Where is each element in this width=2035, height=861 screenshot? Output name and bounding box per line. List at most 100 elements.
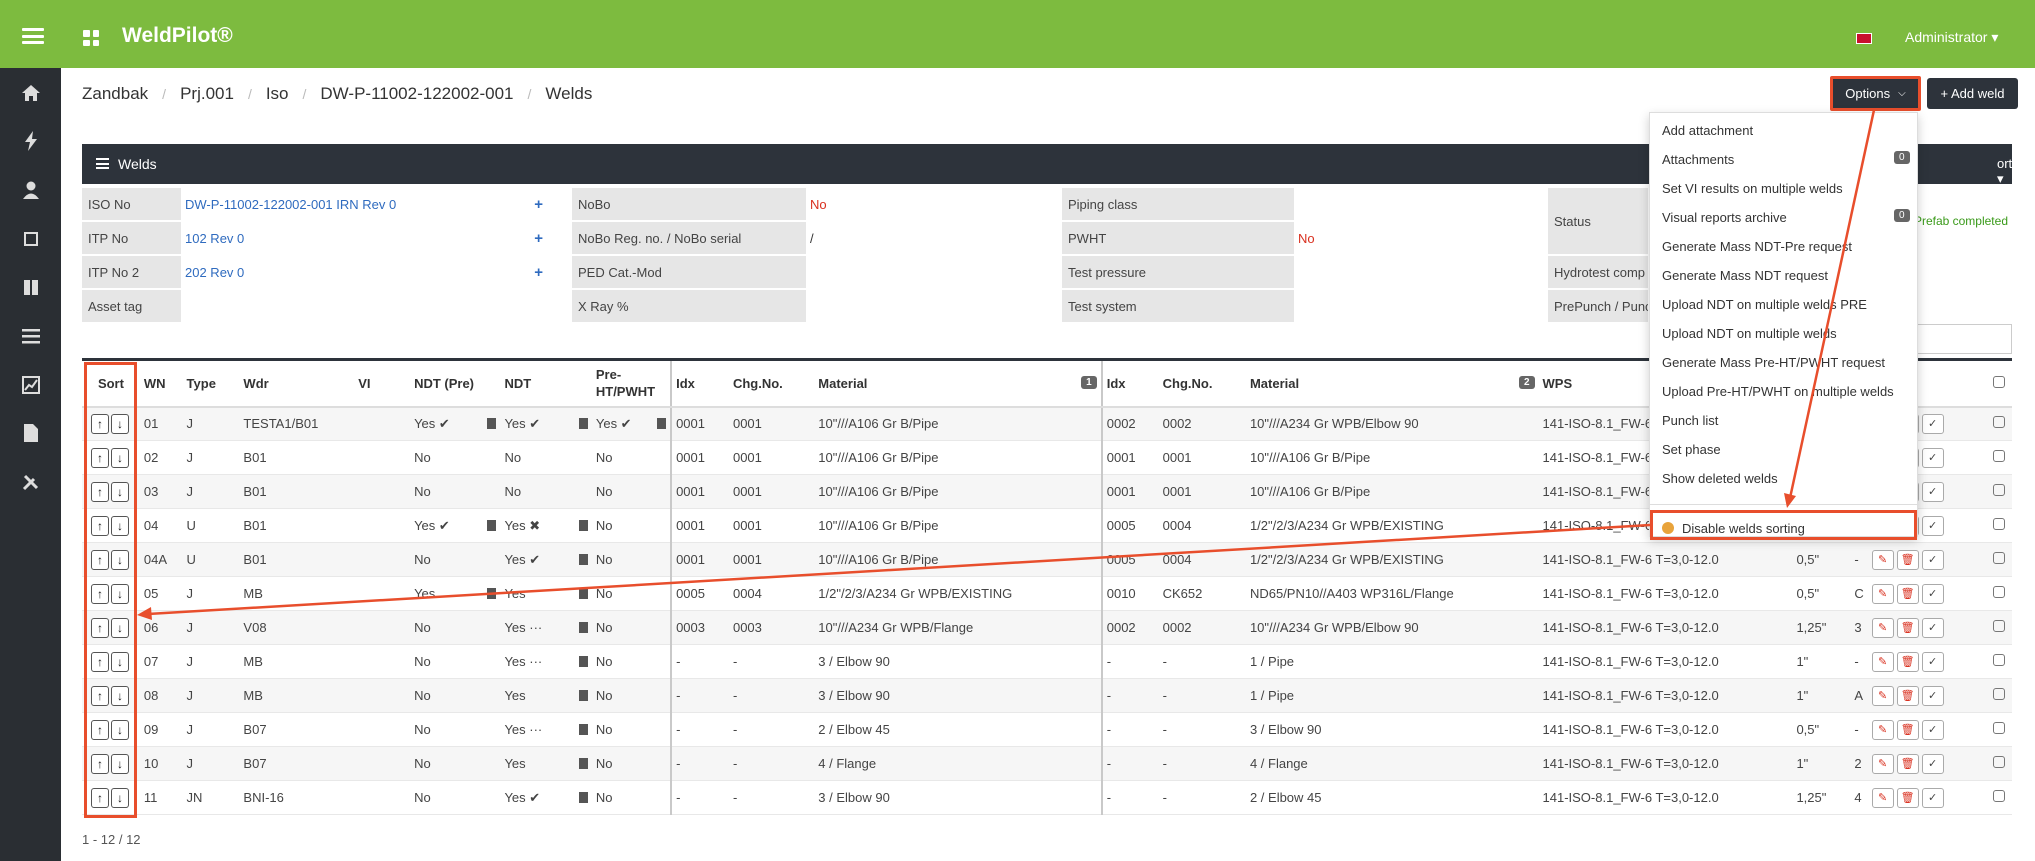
approve-button[interactable]: ✓ [1921, 447, 1944, 468]
move-down-button[interactable]: ↓ [110, 447, 129, 468]
document-icon[interactable] [487, 588, 497, 599]
col-chgno-1[interactable]: Chg.No. [728, 358, 815, 408]
document-icon[interactable] [578, 791, 588, 803]
row-checkbox[interactable] [1993, 620, 2006, 632]
document-icon[interactable] [578, 758, 588, 769]
row-checkbox[interactable] [1993, 552, 2006, 564]
table-row[interactable]: ↑ ↓ 09 J B07 No Yes ··· No - -2 / Elbow 45- -3 / E… [82, 712, 2012, 747]
row-checkbox[interactable] [1993, 790, 2006, 802]
approve-button[interactable]: ✓ [1921, 617, 1944, 638]
edit-button[interactable]: ✎ [1871, 549, 1894, 570]
move-up-button[interactable]: ↑ [90, 787, 109, 808]
menu-item[interactable]: Set VI results on multiple welds [1662, 181, 1843, 196]
list-icon[interactable] [20, 325, 42, 347]
move-up-button[interactable]: ↑ [90, 617, 109, 638]
select-all-checkbox[interactable] [1993, 375, 2006, 388]
menu-item[interactable]: Upload NDT on multiple welds [1662, 326, 1837, 341]
crop-icon[interactable] [20, 228, 42, 250]
move-up-button[interactable]: ↑ [90, 651, 109, 672]
approve-button[interactable]: ✓ [1921, 481, 1944, 502]
document-icon[interactable] [578, 417, 588, 429]
delete-button[interactable]: 🗑 [1896, 685, 1919, 706]
col-type[interactable]: Type [182, 358, 240, 408]
table-row[interactable]: ↑ ↓ 06 J V08 No Yes ··· No 0003 0003 10"///A234 Gr… [82, 610, 2012, 645]
table-row[interactable]: ↑ ↓ 11 JN BNI-16 No Yes ✔ No - -3 / Elbow 90- -2 /… [82, 780, 2012, 815]
row-checkbox[interactable] [1993, 688, 2006, 700]
document-icon[interactable] [578, 656, 588, 667]
row-checkbox[interactable] [1993, 416, 2006, 429]
table-row[interactable]: ↑ ↓ 10 J B07 No Yes No - -4 / Flange - -4 / Flange 1… [82, 746, 2012, 781]
document-icon[interactable] [578, 724, 588, 735]
row-checkbox[interactable] [1993, 654, 2006, 666]
approve-button[interactable]: ✓ [1921, 753, 1944, 774]
move-down-button[interactable]: ↓ [110, 753, 129, 774]
plus-icon[interactable]: + [534, 196, 543, 213]
breadcrumb-zandbak[interactable]: Zandbak [82, 84, 149, 103]
approve-button[interactable]: ✓ [1921, 515, 1944, 536]
home-icon[interactable] [20, 82, 42, 104]
add-weld-button[interactable]: + Add weld [1927, 78, 2018, 109]
menu-item[interactable]: Add attachment [1662, 123, 1754, 138]
move-up-button[interactable]: ↑ [90, 515, 109, 536]
approve-button[interactable]: ✓ [1921, 787, 1944, 808]
edit-button[interactable]: ✎ [1871, 719, 1894, 740]
apps-grid-icon[interactable] [83, 30, 99, 46]
menu-item[interactable]: Punch list [1662, 413, 1719, 428]
delete-button[interactable]: 🗑 [1896, 549, 1919, 570]
options-button[interactable]: Options ⌵ [1832, 78, 1919, 109]
menu-item[interactable]: Visual reports archive 0 [1662, 209, 1910, 230]
delete-button[interactable]: 🗑 [1896, 719, 1919, 740]
row-checkbox[interactable] [1993, 518, 2006, 530]
chart-icon[interactable] [20, 374, 42, 396]
menu-item[interactable]: Generate Mass NDT-Pre request [1662, 239, 1853, 254]
uk-flag-icon[interactable] [1856, 33, 1872, 44]
tools-icon[interactable] [20, 471, 42, 493]
move-down-button[interactable]: ↓ [110, 685, 129, 706]
move-up-button[interactable]: ↑ [90, 685, 109, 706]
breadcrumb-iso[interactable]: Iso [265, 84, 289, 103]
edit-button[interactable]: ✎ [1871, 685, 1894, 706]
move-up-button[interactable]: ↑ [90, 447, 109, 468]
edit-button[interactable]: ✎ [1871, 787, 1894, 808]
breadcrumb-drawing[interactable]: DW-P-11002-122002-001 [320, 84, 514, 103]
move-up-button[interactable]: ↑ [90, 719, 109, 740]
search-input[interactable] [1915, 324, 2012, 354]
move-down-button[interactable]: ↓ [110, 515, 129, 536]
approve-button[interactable]: ✓ [1921, 413, 1944, 434]
delete-button[interactable]: 🗑 [1896, 753, 1919, 774]
move-down-button[interactable]: ↓ [110, 787, 129, 808]
menu-item[interactable]: Generate Mass NDT request [1662, 268, 1828, 283]
row-checkbox[interactable] [1993, 484, 2006, 496]
disable-welds-sorting-item[interactable]: Disable welds sorting [1662, 518, 1805, 538]
table-row[interactable]: ↑ ↓ 08 J MB No Yes No - -3 / Elbow 90- -1 / Pipe 14… [82, 678, 2012, 713]
brand-title[interactable]: WeldPilot® [122, 24, 233, 47]
table-row[interactable]: ↑ ↓ 05 J MB Yes Yes No 0005 0004 1/2"/2/3/A234 Gr … [82, 576, 2012, 611]
document-icon[interactable] [487, 519, 497, 531]
move-down-button[interactable]: ↓ [110, 413, 129, 434]
plus-icon[interactable]: + [534, 264, 543, 281]
edit-button[interactable]: ✎ [1871, 753, 1894, 774]
document-icon[interactable] [487, 417, 497, 429]
menu-item[interactable]: Upload Pre-HT/PWHT on multiple welds [1662, 384, 1894, 399]
row-checkbox[interactable] [1993, 722, 2006, 734]
menu-icon[interactable] [22, 28, 44, 44]
exports-dropdown[interactable]: orts ▾ [1997, 156, 2019, 186]
approve-button[interactable]: ✓ [1921, 685, 1944, 706]
move-down-button[interactable]: ↓ [110, 651, 129, 672]
books-icon[interactable] [20, 276, 42, 298]
approve-button[interactable]: ✓ [1921, 583, 1944, 604]
edit-button[interactable]: ✎ [1871, 583, 1894, 604]
delete-button[interactable]: 🗑 [1896, 787, 1919, 808]
document-icon[interactable] [578, 690, 588, 701]
user-icon[interactable] [20, 179, 42, 201]
col-wn[interactable]: WN [139, 358, 183, 408]
move-down-button[interactable]: ↓ [110, 549, 129, 570]
move-up-button[interactable]: ↑ [90, 481, 109, 502]
row-checkbox[interactable] [1993, 450, 2006, 462]
move-up-button[interactable]: ↑ [90, 583, 109, 604]
approve-button[interactable]: ✓ [1921, 651, 1944, 672]
document-icon[interactable] [657, 417, 667, 429]
col-wdr[interactable]: Wdr [239, 358, 355, 408]
bolt-icon[interactable] [20, 130, 42, 152]
approve-button[interactable]: ✓ [1921, 719, 1944, 740]
